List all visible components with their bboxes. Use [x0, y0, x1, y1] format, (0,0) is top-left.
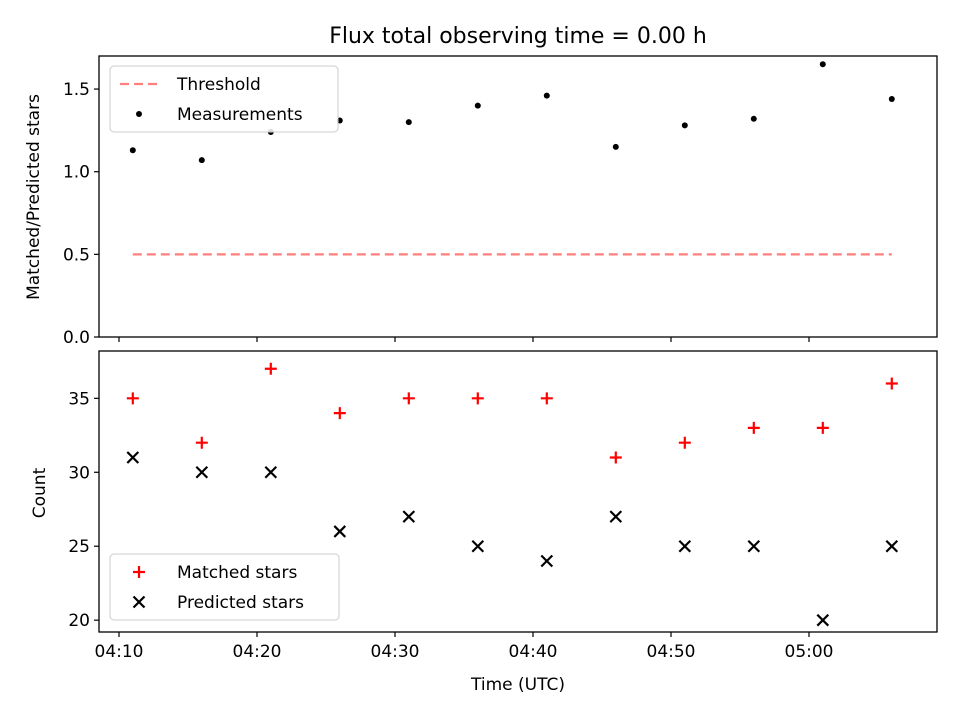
top-measurement-point — [888, 95, 895, 102]
top-measurement-point — [543, 92, 550, 99]
bottom-matched-point — [540, 392, 553, 405]
bottom-x-tick-label: 04:50 — [647, 642, 696, 662]
bottom-predicted-point — [678, 539, 692, 553]
chart-title: Flux total observing time = 0.00 h — [329, 24, 707, 49]
bottom-matched-point — [264, 362, 277, 375]
bottom-x-tick-label: 04:10 — [95, 642, 144, 662]
bottom-legend-predicted-marker — [132, 595, 146, 609]
bottom-matched-point — [195, 436, 208, 449]
top-legend-label: Measurements — [177, 105, 303, 125]
top-measurement-point — [129, 147, 136, 154]
top-measurement-point — [819, 61, 826, 68]
bottom-matched-point — [126, 392, 139, 405]
bottom-matched-point — [333, 407, 346, 420]
bottom-x-tick-label: 04:20 — [233, 642, 282, 662]
bottom-predicted-point — [195, 465, 209, 479]
bottom-predicted-point — [609, 510, 623, 523]
bottom-matched-point — [816, 421, 829, 434]
bottom-legend-label: Matched stars — [177, 563, 297, 583]
bottom-legend-matched-marker — [133, 566, 145, 578]
top-measurement-point — [405, 119, 412, 126]
bottom-y-axis-label: Count — [30, 467, 50, 518]
top-y-tick-label: 0.0 — [63, 328, 90, 348]
bottom-matched-point — [678, 436, 691, 449]
top-measurement-point — [681, 122, 688, 129]
bottom-y-tick-label: 25 — [68, 537, 90, 557]
bottom-y-tick-label: 35 — [68, 389, 90, 409]
bottom-predicted-point — [402, 510, 416, 523]
bottom-matched-point — [402, 392, 415, 405]
bottom-predicted-point — [333, 525, 347, 538]
bottom-y-tick-label: 20 — [68, 611, 90, 631]
count-panel: 20 25 30 35 04:10 04:20 04:30 04:40 04:50 05:00 Ma… — [68, 350, 938, 662]
top-legend-box — [109, 65, 339, 133]
top-y-axis-label: Matched/Predicted stars — [24, 94, 44, 300]
top-y-tick-label: 0.5 — [63, 245, 90, 265]
bottom-matched-point — [885, 377, 898, 390]
bottom-predicted-point — [540, 554, 554, 568]
bottom-predicted-point — [747, 539, 761, 553]
bottom-predicted-point — [816, 613, 830, 627]
x-axis-label: Time (UTC) — [470, 675, 565, 695]
bottom-plot-frame — [98, 350, 938, 633]
bottom-x-tick-label: 05:00 — [785, 642, 834, 662]
ratio-panel: 0.0 0.5 1.0 1.5 Threshold Measurements — [63, 55, 938, 348]
bottom-matched-point — [747, 421, 760, 434]
top-y-tick-label: 1.5 — [63, 80, 90, 100]
bottom-matched-point — [471, 392, 484, 405]
bottom-predicted-point — [126, 451, 140, 464]
top-legend-measurement-marker — [136, 111, 142, 117]
bottom-predicted-point — [471, 539, 485, 553]
bottom-x-tick-label: 04:30 — [371, 642, 420, 662]
bottom-legend-box — [109, 553, 340, 621]
top-plot-frame — [98, 55, 938, 338]
top-measurement-point — [612, 143, 619, 150]
top-measurement-point — [474, 102, 481, 109]
bottom-predicted-point — [885, 539, 899, 553]
bottom-y-tick-label: 30 — [68, 463, 90, 483]
bottom-matched-point — [609, 451, 622, 464]
top-legend-label: Threshold — [176, 75, 261, 95]
bottom-legend-label: Predicted stars — [177, 593, 304, 613]
top-measurement-point — [750, 115, 757, 122]
top-y-tick-label: 1.0 — [63, 163, 90, 183]
bottom-predicted-point — [264, 465, 278, 479]
bottom-x-tick-label: 04:40 — [509, 642, 558, 662]
top-measurement-point — [198, 157, 205, 164]
